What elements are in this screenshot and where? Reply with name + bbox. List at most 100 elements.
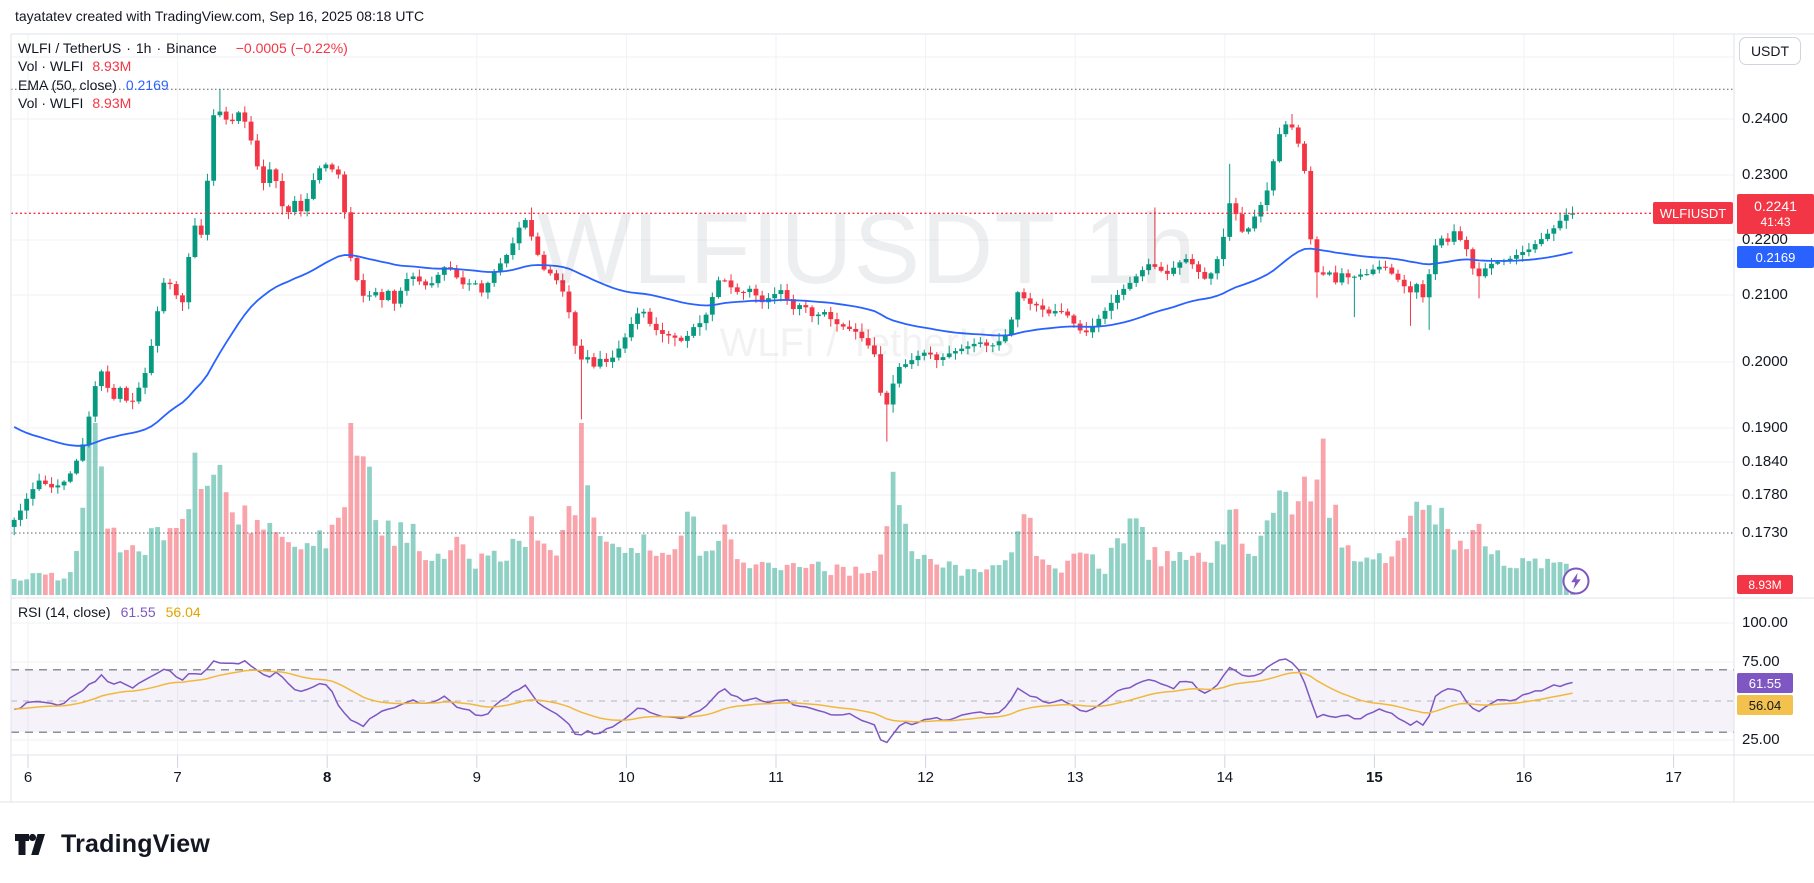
candle — [1164, 270, 1170, 274]
volume-bar — [541, 543, 547, 595]
volume-bar — [1426, 505, 1432, 595]
volume-bar — [86, 425, 92, 595]
legend-main-row[interactable]: WLFI / TetherUS · 1h · Binance −0.0005 (… — [18, 40, 348, 56]
volume-bar — [678, 535, 684, 595]
candle — [510, 243, 516, 255]
tradingview-logo[interactable]: TradingView — [15, 830, 210, 859]
volume-bar — [261, 529, 266, 595]
bar-countdown: 41:43 — [1760, 215, 1791, 230]
candle — [610, 357, 615, 362]
candle — [11, 519, 17, 527]
volume-bar — [491, 550, 497, 595]
volume-bar — [1152, 547, 1158, 595]
currency-unit-button[interactable]: USDT — [1739, 37, 1801, 65]
volume-bar — [473, 568, 478, 595]
instant-trading-button[interactable] — [1561, 566, 1591, 596]
volume-bar — [1339, 547, 1345, 595]
volume-bar — [1514, 568, 1519, 595]
volume-bar — [822, 571, 827, 595]
candle — [865, 338, 871, 346]
candle — [572, 312, 578, 346]
candle — [1320, 272, 1326, 275]
volume-bar — [566, 506, 572, 595]
volume-bar — [148, 528, 154, 595]
candle — [161, 282, 167, 312]
volume-bar — [497, 561, 503, 595]
volume-bar — [903, 523, 908, 595]
candle — [497, 263, 503, 272]
volume-bar — [416, 551, 422, 595]
volume-bar — [921, 554, 927, 595]
volume-bar — [105, 528, 111, 595]
chart-canvas[interactable] — [0, 33, 1814, 803]
candle — [279, 181, 285, 207]
candle — [890, 383, 896, 405]
rsi-ma-line — [14, 669, 1573, 723]
volume-value: 8.93M — [92, 58, 132, 74]
candle — [80, 444, 86, 461]
candle — [229, 119, 235, 122]
candle — [1270, 161, 1276, 191]
volume-bar — [660, 552, 665, 595]
candle — [180, 295, 185, 303]
volume-bar — [666, 554, 672, 595]
legend-volume-row[interactable]: Vol · WLFI 8.93M — [18, 58, 131, 74]
rsi-legend-row[interactable]: RSI (14, close) 61.55 56.04 — [18, 604, 201, 620]
volume-bar — [622, 552, 628, 595]
candle — [429, 283, 435, 286]
volume-bar — [1358, 561, 1363, 595]
rsi-ma-value: 56.04 — [165, 604, 201, 620]
volume-bar — [803, 567, 809, 595]
volume-bar — [703, 551, 709, 595]
volume-bar — [223, 492, 229, 595]
candle — [1196, 264, 1201, 272]
candle — [317, 168, 323, 181]
volume-bar — [373, 520, 379, 595]
candle — [1383, 266, 1388, 268]
volume-bar — [890, 471, 896, 595]
candle — [111, 387, 117, 399]
candle — [261, 166, 266, 184]
volume-bar — [859, 573, 865, 595]
volume-bar — [1065, 560, 1071, 595]
volume-bar — [1532, 558, 1538, 595]
candle — [672, 335, 678, 338]
volume-bar — [928, 558, 933, 595]
candle — [1277, 134, 1282, 162]
volume-bar — [1189, 555, 1195, 595]
candle — [1345, 273, 1351, 278]
volume-bar — [778, 570, 784, 595]
volume-bar — [716, 540, 721, 595]
legend-volume-row-2[interactable]: Vol · WLFI 8.93M — [18, 95, 131, 111]
legend-change: −0.0005 (−0.22%) — [235, 40, 348, 56]
time-axis-label: 8 — [323, 769, 332, 786]
candle — [809, 307, 815, 317]
volume-bar — [404, 542, 410, 595]
volume-bar — [136, 551, 142, 595]
legend-ema-row[interactable]: EMA (50, close) 0.2169 — [18, 77, 169, 93]
candle — [292, 200, 298, 213]
volume-bar — [840, 566, 846, 595]
price-axis-label: 0.1840 — [1742, 453, 1788, 470]
candle — [329, 164, 335, 170]
candle — [903, 364, 908, 367]
volume-bar — [1495, 550, 1501, 595]
candle — [915, 355, 921, 361]
candle — [155, 311, 160, 346]
candle — [211, 115, 217, 181]
candle — [1514, 255, 1519, 259]
volume-bar — [597, 535, 603, 595]
candle — [921, 352, 927, 356]
candle — [797, 305, 802, 310]
candle — [772, 294, 778, 299]
rsi-axis-label: 25.00 — [1742, 731, 1780, 748]
candle — [1171, 267, 1176, 274]
volume-bar — [229, 512, 235, 595]
volume-bar — [24, 579, 30, 595]
volume-bar — [510, 538, 516, 595]
volume-bar — [1196, 552, 1201, 595]
rsi-axis-label: 75.00 — [1742, 653, 1780, 670]
volume-bar — [684, 511, 690, 595]
candle — [30, 489, 36, 499]
candle — [946, 353, 952, 358]
